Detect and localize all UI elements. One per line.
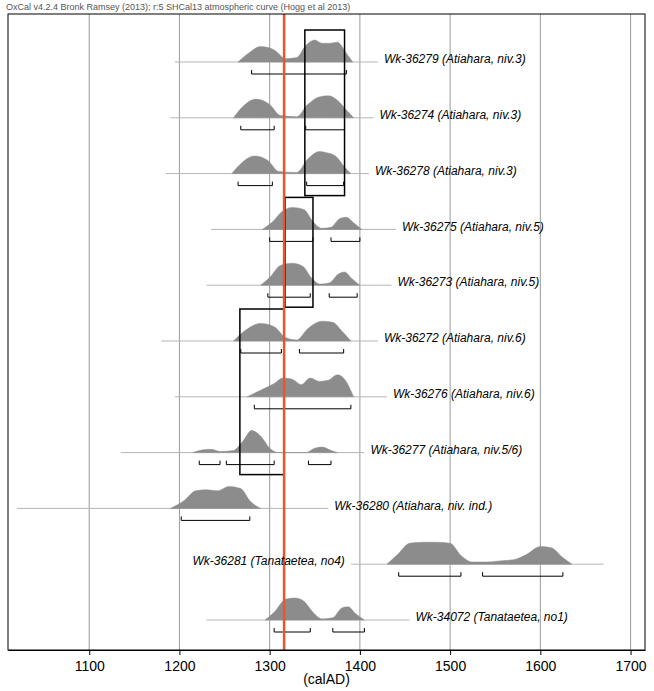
sample-label: Wk-36276 (Atiahara, niv.6) — [393, 387, 535, 401]
range-bracket — [308, 461, 331, 465]
range-bracket — [306, 126, 345, 130]
density — [265, 598, 364, 620]
sample-label: Wk-36273 (Atiahara, niv.5) — [397, 275, 539, 289]
range-bracket — [241, 126, 274, 130]
sample-labels: Wk-36279 (Atiahara, niv.3) Wk-36274 (Atia… — [193, 52, 568, 624]
grid-line — [89, 14, 90, 650]
tick: 1600 — [525, 650, 556, 674]
range-bracket — [238, 182, 272, 186]
range-bracket — [226, 461, 274, 465]
grid-line — [630, 14, 631, 650]
density — [193, 431, 337, 453]
grid — [89, 14, 630, 650]
chart-svg: Wk-36279 (Atiahara, niv.3) Wk-36274 (Atia… — [0, 0, 654, 691]
range-bracket — [199, 461, 220, 465]
sample-label: Wk-36275 (Atiahara, niv.5) — [402, 220, 544, 234]
tick: 1500 — [435, 650, 466, 674]
range-bracket — [329, 293, 357, 297]
range-bracket — [252, 70, 347, 74]
range-bracket — [254, 405, 351, 409]
range-bracket — [274, 628, 310, 632]
range-bracket — [299, 349, 343, 353]
tick-mark — [360, 650, 361, 655]
sample-label: Wk-36272 (Atiahara, niv.6) — [384, 331, 526, 345]
range-bracket — [331, 237, 360, 241]
sample-label: Wk-36278 (Atiahara, niv.3) — [375, 164, 517, 178]
sample-label: Wk-34072 (Tanataetea, no1) — [416, 610, 568, 624]
tick: 1100 — [75, 650, 105, 674]
tick-mark — [450, 650, 451, 655]
range-bracket — [399, 572, 461, 576]
density — [247, 375, 353, 397]
range-bracket — [307, 182, 344, 186]
density — [234, 96, 354, 118]
tick-label: 1500 — [435, 658, 466, 674]
tick-mark — [540, 650, 541, 655]
x-axis-title: (calAD) — [303, 671, 350, 687]
tick-label: 1100 — [75, 658, 105, 674]
sample-label: Wk-36280 (Atiahara, niv. ind.) — [334, 499, 492, 513]
axis-line — [9, 650, 646, 651]
chart-container: Wk-36279 (Atiahara, niv.3) Wk-36274 (Atia… — [0, 0, 654, 691]
group-box — [305, 30, 345, 196]
tick: 1300 — [255, 650, 286, 674]
density — [170, 486, 260, 508]
group-box — [240, 309, 284, 475]
sample-label: Wk-36274 (Atiahara, niv.3) — [379, 108, 521, 122]
range-bracket — [270, 237, 313, 241]
density — [234, 321, 351, 341]
density — [261, 263, 360, 285]
plot-frame — [8, 14, 645, 650]
chart-title: OxCal v4.2.4 Bronk Ramsey (2013); r:5 SH… — [6, 2, 350, 12]
tick-mark — [270, 650, 271, 655]
tick-mark — [631, 650, 632, 655]
range-bracket — [268, 293, 310, 297]
range-bracket — [333, 628, 365, 632]
density — [232, 152, 351, 174]
density — [387, 542, 572, 564]
grid-line — [179, 14, 180, 650]
sample-label: Wk-36281 (Tanataetea, no4) — [193, 554, 345, 568]
sample-label: Wk-36279 (Atiahara, niv.3) — [384, 52, 526, 66]
tick: 1700 — [615, 650, 646, 674]
range-bracket — [483, 572, 563, 576]
grid-line — [359, 14, 360, 650]
tick-label: 1300 — [255, 658, 286, 674]
range-bracket — [241, 349, 282, 353]
tick-mark — [89, 650, 90, 655]
group-box — [285, 197, 313, 307]
tick-label: 1600 — [525, 658, 556, 674]
sample-label: Wk-36277 (Atiahara, niv.5/6) — [370, 443, 522, 457]
tick-label: 1200 — [164, 658, 195, 674]
tick: 1200 — [164, 650, 195, 674]
tick-mark — [179, 650, 180, 655]
tick-label: 1700 — [615, 658, 646, 674]
plot-area — [17, 14, 603, 650]
density — [262, 207, 361, 229]
range-bracket — [181, 516, 250, 520]
density — [238, 40, 353, 62]
